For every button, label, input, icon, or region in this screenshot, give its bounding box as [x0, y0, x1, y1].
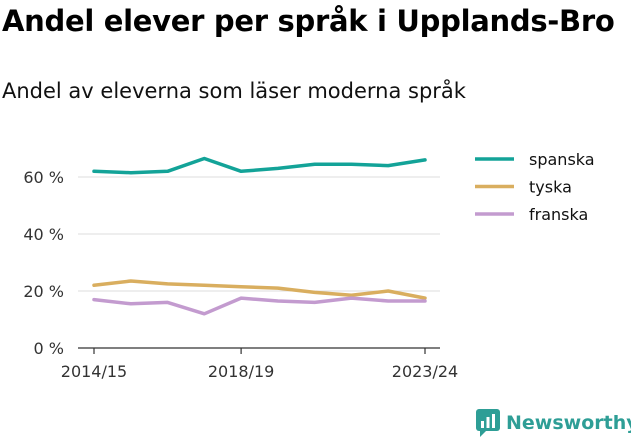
axes: 0 % 20 % 40 % 60 % 2014/15 2018/19 2023/24	[23, 168, 458, 381]
legend: spanska tyska franska	[475, 150, 595, 224]
y-tick-label: 60 %	[23, 168, 64, 187]
y-tick-label: 0 %	[34, 339, 64, 358]
gridlines	[78, 176, 440, 349]
y-tick-label: 40 %	[23, 225, 64, 244]
chart-subtitle: Andel av eleverna som läser moderna språ…	[2, 79, 466, 103]
series-lines	[92, 156, 427, 316]
chart-title: Andel elever per språk i Upplands-Bro	[2, 4, 615, 38]
x-tick-label: 2014/15	[61, 362, 127, 381]
series-line-tyska	[92, 279, 427, 300]
series-line-spanska	[92, 156, 427, 175]
legend-label-spanska: spanska	[529, 150, 595, 169]
legend-label-franska: franska	[529, 205, 588, 224]
x-tick-label: 2023/24	[392, 362, 458, 381]
y-tick-label: 20 %	[23, 282, 64, 301]
x-tick-label: 2018/19	[208, 362, 274, 381]
newsworthy-logo-icon	[476, 409, 500, 437]
newsworthy-logo: Newsworthy	[476, 409, 631, 437]
series-line-franska	[92, 296, 427, 316]
newsworthy-logo-text: Newsworthy	[506, 412, 631, 434]
legend-label-tyska: tyska	[529, 178, 572, 197]
